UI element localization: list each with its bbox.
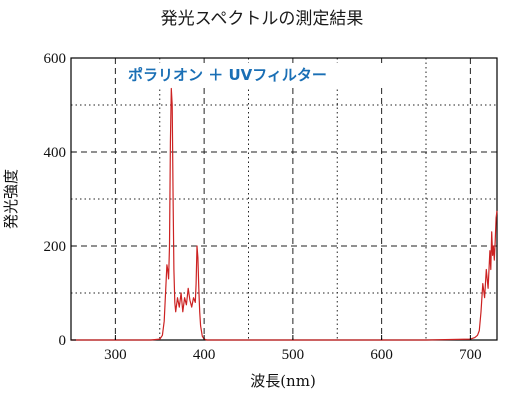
series-group	[71, 87, 498, 341]
x-axis-label: 波長(nm)	[250, 372, 316, 390]
x-tick-label: 500	[282, 347, 305, 363]
y-tick-label: 0	[59, 333, 67, 349]
annotation-background	[120, 63, 390, 87]
y-tick-label: 400	[44, 145, 67, 161]
x-tick-label: 300	[104, 347, 127, 363]
series-line	[71, 87, 498, 341]
y-tick-label: 600	[44, 51, 67, 67]
chart-title: 発光スペクトルの測定結果	[161, 9, 364, 29]
x-tick-label: 400	[193, 347, 216, 363]
chart-annotation: ポラリオン ＋ UVフィルター	[128, 66, 327, 84]
x-tick-label: 700	[459, 347, 482, 363]
grid-lines	[71, 57, 497, 340]
y-tick-label: 200	[44, 239, 67, 255]
x-tick-label: 600	[370, 347, 393, 363]
y-axis-ticks: 0 200 400 600	[44, 51, 76, 349]
y-axis-label: 発光強度	[2, 169, 20, 229]
x-axis-ticks: 300 400 500 600 700	[104, 335, 482, 363]
